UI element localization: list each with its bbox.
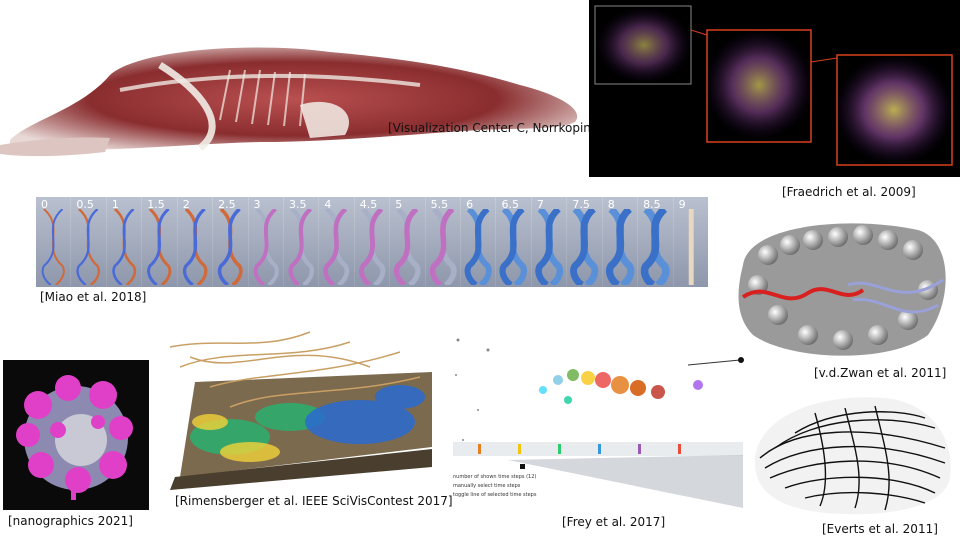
caption-nanographics: [nanographics 2021]: [8, 514, 133, 528]
dna-level-3: 1.5: [142, 197, 177, 287]
time-series-render: number of shown time steps (12) manually…: [448, 330, 748, 510]
terrain-flow-render: [170, 327, 432, 490]
protein-render: [728, 205, 958, 365]
dna-level-16: 8: [602, 197, 638, 287]
dna-level-label: 1.5: [147, 198, 165, 211]
dna-level-label: 7.5: [572, 198, 590, 211]
dna-helix-icon: [394, 209, 421, 285]
dna-level-label: 6: [466, 198, 474, 211]
dna-level-of-detail-strip: 0 0.5 1 1.5 2 2.5 3 3.5 4 4.5 5 5.5 6 6.5 7 7.5 8 8.5 9: [36, 197, 709, 287]
dna-level-12: 6: [461, 197, 496, 287]
dna-level-label: 3.5: [288, 198, 307, 211]
dna-level-label: 8.5: [643, 198, 661, 211]
dna-level-label: 8: [607, 198, 615, 211]
caption-frey: [Frey et al. 2017]: [562, 515, 666, 529]
dna-level-7: 3.5: [283, 197, 319, 287]
dna-level-label: 1: [111, 198, 119, 211]
dna-level-14: 7: [531, 197, 567, 287]
dna-level-label: 0: [41, 198, 48, 211]
caption-everts: [Everts et al. 2011]: [822, 522, 938, 536]
dna-level-9: 4.5: [354, 197, 390, 287]
dna-helix-icon: [76, 209, 101, 285]
dna-helix-icon: [570, 209, 599, 285]
dna-helix-icon: [429, 209, 457, 285]
frey-control-1: number of shown time steps (12): [453, 474, 537, 480]
dna-level-label: 5: [395, 198, 403, 211]
caption-fraedrich: [Fraedrich et al. 2009]: [782, 185, 916, 199]
dna-helix-icon: [535, 209, 564, 285]
dna-helix-icon: [217, 209, 243, 285]
virus-render: [3, 360, 149, 510]
dna-helix-icon: [253, 209, 279, 285]
dna-level-2: 1: [106, 197, 142, 287]
dna-level-label: 5.5: [430, 198, 449, 211]
dna-level-1: 0.5: [71, 197, 106, 287]
dna-helix-icon: [288, 209, 314, 285]
dna-level-label: 6.5: [501, 198, 519, 211]
dna-level-label: 0.5: [76, 198, 94, 211]
dna-helix-icon: [605, 209, 635, 285]
caption-norrkoping: [Visualization Center C, Norrkoping]: [388, 121, 604, 135]
dna-level-13: 6.5: [496, 197, 531, 287]
dna-level-5: 2.5: [213, 197, 248, 287]
dna-helix-icon: [147, 209, 172, 285]
dna-level-label: 2.5: [218, 198, 236, 211]
dna-level-label: 4: [324, 198, 332, 211]
dna-helix-icon: [182, 209, 208, 285]
dna-level-6: 3: [248, 197, 283, 287]
caption-zwan: [v.d.Zwan et al. 2011]: [814, 366, 947, 380]
dna-helix-icon: [323, 209, 350, 285]
dna-helix-icon: [358, 209, 386, 285]
caption-miao: [Miao et al. 2018]: [40, 290, 147, 304]
dna-level-label: 7: [536, 198, 544, 211]
volume-render-animal: [0, 30, 585, 160]
dna-level-label: 2: [182, 198, 190, 211]
frey-control-2: manually select time steps: [453, 483, 521, 489]
dna-helix-icon: [640, 209, 670, 285]
dna-level-8: 4: [319, 197, 354, 287]
dna-helix-icon: [464, 209, 492, 285]
dna-level-15: 7.5: [567, 197, 602, 287]
dna-level-4: 2: [177, 197, 213, 287]
dna-level-11: 5.5: [425, 197, 461, 287]
caption-rimensberger: [Rimensberger et al. IEEE SciVisContest …: [175, 494, 453, 508]
dna-level-label: 3: [253, 198, 261, 211]
frey-control-3: toggle line of selected time steps: [453, 492, 537, 498]
dna-level-17: 8.5: [638, 197, 673, 287]
dna-level-18: 9: [673, 197, 709, 287]
dna-level-label: 4.5: [359, 198, 378, 211]
dna-helix-icon: [688, 209, 694, 285]
dna-helix-icon: [499, 209, 528, 285]
dna-level-label: 9: [678, 198, 686, 211]
dna-helix-icon: [41, 209, 65, 285]
fiber-tract-render: [745, 388, 958, 520]
dna-level-10: 5: [390, 197, 425, 287]
cosmology-render: [589, 0, 960, 177]
dna-helix-icon: [112, 209, 136, 285]
dna-level-0: 0: [36, 197, 71, 287]
